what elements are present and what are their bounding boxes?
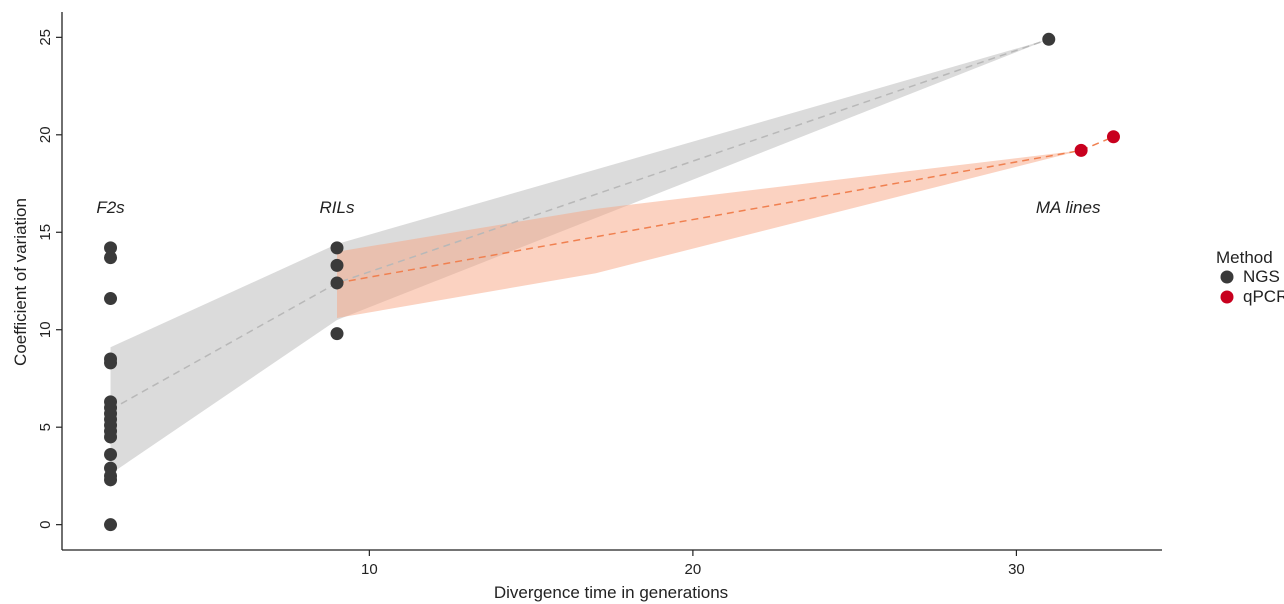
legend-label-ngs: NGS [1243, 267, 1280, 286]
legend-title: Method [1216, 248, 1273, 267]
fit-line-ngs [110, 38, 1050, 411]
x-tick-label: 20 [685, 561, 702, 578]
data-point-ngs [104, 292, 118, 306]
legend-key-qpcr [1220, 290, 1234, 304]
group-label: RILs [320, 198, 355, 217]
data-point-ngs [330, 258, 344, 272]
data-point-ngs [104, 356, 118, 370]
data-point-ngs [330, 327, 344, 341]
data-point-qpcr [1106, 130, 1120, 144]
confidence-ribbons [110, 39, 1114, 474]
data-points [104, 32, 1120, 532]
legend-key-ngs [1220, 270, 1234, 284]
data-point-ngs [104, 473, 118, 487]
x-axis-title: Divergence time in generations [494, 583, 728, 602]
group-label: F2s [96, 198, 125, 217]
fit-lines [110, 38, 1114, 411]
group-annotations: F2s RILs MA lines [96, 198, 1101, 217]
y-tick-label: 10 [37, 321, 54, 338]
group-label: MA lines [1036, 198, 1101, 217]
y-tick-label: 20 [37, 126, 54, 143]
y-tick-label: 15 [37, 224, 54, 241]
data-point-qpcr [1074, 143, 1088, 157]
data-point-ngs [104, 430, 118, 444]
y-axis-title: Coefficient of variation [11, 198, 30, 366]
y-tick-label: 25 [37, 29, 54, 46]
y-tick-label: 5 [37, 423, 54, 431]
ribbon-qpcr [337, 136, 1114, 319]
y-tick-label: 0 [37, 520, 54, 528]
data-point-ngs [330, 241, 344, 255]
axes [61, 12, 1162, 551]
legend-label-qpcr: qPCR [1243, 287, 1284, 306]
data-point-ngs [104, 518, 118, 532]
x-tick-label: 30 [1008, 561, 1025, 578]
data-point-ngs [104, 251, 118, 265]
data-point-ngs [104, 241, 118, 255]
axis-ticks: 10 20 30 0 5 10 15 20 25 [37, 29, 1025, 578]
data-point-ngs [330, 276, 344, 290]
data-point-ngs [104, 447, 118, 461]
x-tick-label: 10 [361, 561, 378, 578]
data-point-ngs [1042, 32, 1056, 46]
